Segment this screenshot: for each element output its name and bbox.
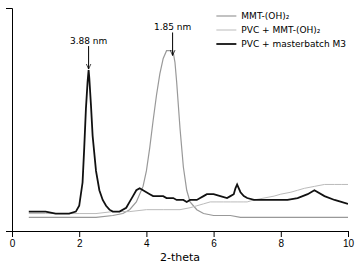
- x-tick-mark: [281, 231, 282, 237]
- x-tick-label: 8: [279, 238, 285, 249]
- legend-swatch: [216, 43, 236, 45]
- x-tick: 2: [77, 231, 83, 249]
- x-tick-label: 10: [343, 238, 355, 249]
- legend-item: MMT-(OH)₂: [216, 11, 289, 21]
- annotation-arrow: [172, 32, 173, 55]
- x-tick-label: 6: [211, 238, 217, 249]
- legend-swatch: [216, 30, 236, 31]
- legend-label: MMT-(OH)₂: [241, 11, 289, 21]
- x-axis: 0 2 4 6 8 10: [10, 231, 355, 249]
- x-tick: 0: [10, 231, 16, 249]
- annotation-text: 3.88 nm: [70, 36, 107, 46]
- legend-item: PVC + MMT-(OH)₂: [216, 25, 320, 35]
- x-tick-mark: [348, 231, 349, 237]
- x-tick: 6: [211, 231, 217, 249]
- legend-label: PVC + masterbatch M3: [241, 39, 346, 49]
- x-tick: 10: [343, 231, 355, 249]
- x-axis-title: 2-theta: [160, 251, 200, 264]
- x-tick-label: 4: [144, 238, 150, 249]
- legend-swatch: [216, 15, 236, 16]
- legend-label: PVC + MMT-(OH)₂: [241, 25, 320, 35]
- annotations: 3.88 nm 1.85 nm: [70, 22, 191, 69]
- series-line: [29, 51, 348, 218]
- x-tick: 4: [144, 231, 150, 249]
- annotation-text: 1.85 nm: [154, 22, 191, 32]
- x-tick-label: 0: [10, 238, 16, 249]
- x-tick-mark: [79, 231, 80, 237]
- x-tick-mark: [214, 231, 215, 237]
- plot-area: 0 2 4 6 8 10 2-theta 3.88 nm 1.85 nm MMT-(OH)₂ PVC…: [6, 9, 354, 265]
- y-axis-line: [6, 9, 13, 232]
- y-axis: [6, 9, 13, 232]
- legend: MMT-(OH)₂ PVC + MMT-(OH)₂ PVC + masterbatc…: [216, 11, 346, 49]
- x-tick: 8: [279, 231, 285, 249]
- series-line: [29, 70, 348, 213]
- annotation-arrow: [88, 46, 89, 69]
- x-tick-mark: [146, 231, 147, 237]
- legend-item: PVC + masterbatch M3: [216, 39, 346, 49]
- chart-svg: 0 2 4 6 8 10 2-theta 3.88 nm 1.85 nm MMT-(OH)₂ PVC…: [0, 0, 360, 267]
- x-axis-line: [13, 232, 349, 238]
- chart-container: 0 2 4 6 8 10 2-theta 3.88 nm 1.85 nm MMT-(OH)₂ PVC…: [0, 0, 360, 267]
- x-tick-label: 2: [77, 238, 83, 249]
- lines: [29, 51, 348, 218]
